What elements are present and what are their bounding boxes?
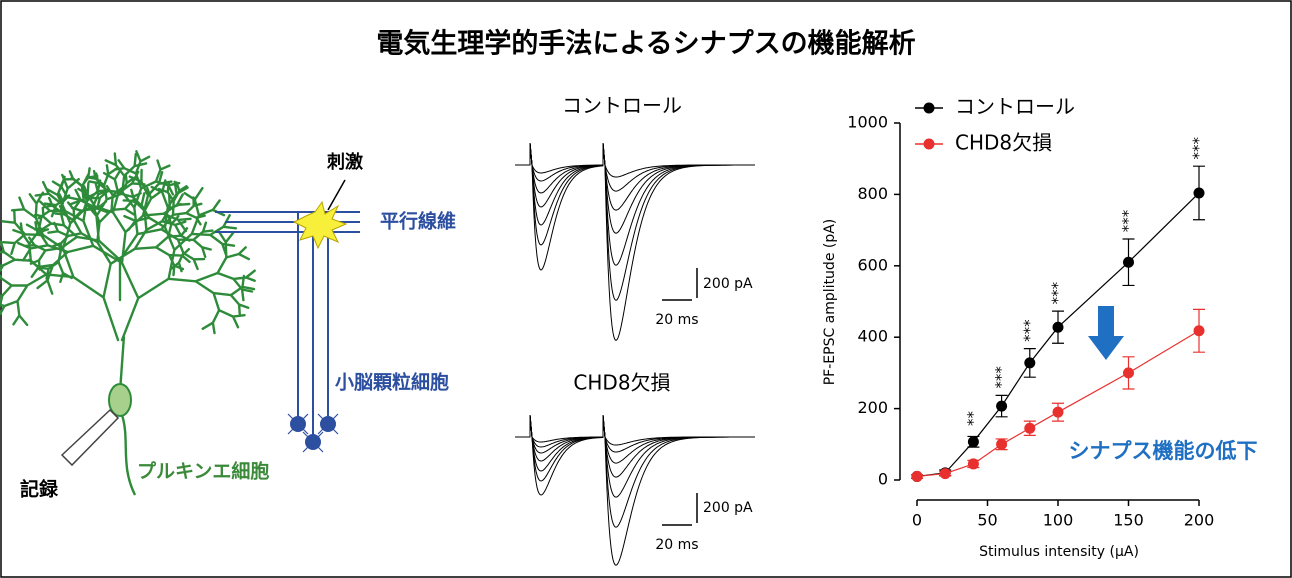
frame [1, 1, 1291, 577]
parallel-fiber-label: 平行線維 [380, 210, 456, 233]
granule-cell-label: 小脳顆粒細胞 [335, 371, 449, 394]
x-tick-label: 200 [1184, 511, 1215, 530]
scale-time: 20 ms [655, 537, 698, 553]
figure: 電気生理学的手法によるシナプスの機能解析 刺激 平行線維 小脳顆粒細胞 記録 プ… [0, 0, 1292, 578]
purkinje-label: プルキンエ細胞 [137, 460, 269, 483]
significance: *** [1190, 136, 1208, 159]
point [968, 458, 979, 469]
y-tick-label: 200 [857, 398, 888, 417]
point [1024, 357, 1035, 368]
point [1194, 187, 1205, 198]
point [1194, 325, 1205, 336]
y-axis-label: PF-EPSC amplitude (pA) [822, 219, 838, 386]
trace-label: CHD8欠損 [573, 371, 670, 395]
point [996, 401, 1007, 412]
legend-marker [924, 139, 935, 150]
y-tick-label: 600 [857, 255, 888, 274]
stimulus-label: 刺激 [327, 151, 363, 173]
y-tick-label: 800 [857, 184, 888, 203]
significance: ** [964, 410, 982, 426]
trace-label: コントロール [562, 94, 682, 118]
point [1123, 257, 1134, 268]
point [968, 436, 979, 447]
x-tick-label: 0 [912, 511, 922, 530]
significance: *** [1020, 319, 1038, 342]
significance: *** [1049, 281, 1067, 304]
x-tick-label: 50 [977, 511, 997, 530]
point [940, 468, 951, 479]
point [996, 439, 1007, 450]
soma [109, 384, 131, 416]
legend-marker [924, 103, 935, 114]
legend-label: コントロール [955, 95, 1075, 119]
significance: *** [992, 366, 1010, 389]
point [1024, 423, 1035, 434]
x-tick-label: 100 [1043, 511, 1074, 530]
annotation: シナプス機能の低下 [1069, 439, 1258, 463]
point [1053, 407, 1064, 418]
scale-current: 200 pA [703, 500, 753, 516]
x-tick-label: 150 [1113, 511, 1144, 530]
legend-label: CHD8欠損 [955, 131, 1052, 155]
y-tick-label: 400 [857, 327, 888, 346]
recording-label: 記録 [20, 478, 59, 501]
x-axis-label: Stimulus intensity (μA) [979, 544, 1139, 560]
significance: *** [1119, 209, 1137, 232]
point [1053, 322, 1064, 333]
point [912, 471, 923, 482]
scale-time: 20 ms [655, 312, 698, 328]
scale-current: 200 pA [703, 276, 753, 292]
figure-title: 電気生理学的手法によるシナプスの機能解析 [376, 28, 915, 60]
y-tick-label: 0 [878, 470, 888, 489]
point [1123, 367, 1134, 378]
y-tick-label: 1000 [847, 113, 888, 132]
